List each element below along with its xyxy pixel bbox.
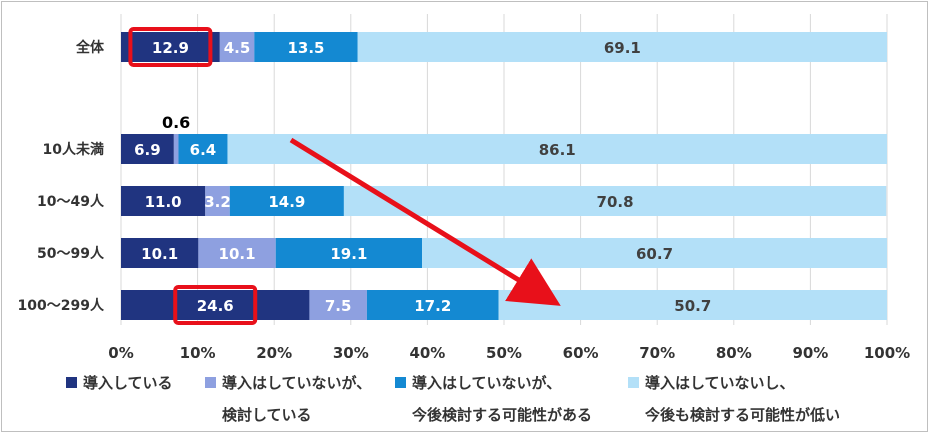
data-label: 24.6 [197, 297, 234, 315]
x-tick-label: 100% [864, 344, 910, 362]
legend-item: 導入はしていないが、 [395, 368, 561, 398]
data-label: 3.2 [204, 193, 231, 211]
bar-segment [178, 134, 228, 164]
highlight-box [173, 285, 258, 325]
category-label: 50～99人 [37, 245, 105, 262]
bar-segment [498, 290, 887, 320]
bar-segment [254, 32, 358, 62]
data-label: 6.9 [134, 141, 161, 159]
category-label: 100～299人 [18, 297, 105, 314]
x-tick-label: 90% [792, 344, 828, 362]
legend-label: 導入はしていないが、 [412, 374, 562, 392]
legend-item: 導入はしていないが、 [205, 368, 371, 398]
bar-segment [121, 186, 206, 216]
bar-segment [121, 32, 220, 62]
legend-swatch [66, 377, 77, 388]
bar-segment [205, 186, 230, 216]
bar-segment [173, 134, 179, 164]
data-label: 12.9 [152, 39, 189, 57]
trend-arrow [289, 137, 561, 306]
legend-label: 導入している [83, 374, 173, 392]
x-tick-label: 50% [486, 344, 522, 362]
bar-segment [229, 186, 344, 216]
data-label: 7.5 [325, 297, 352, 315]
x-tick-label: 60% [563, 344, 599, 362]
x-tick-label: 30% [333, 344, 369, 362]
data-label: 10.1 [219, 245, 256, 263]
legend-item: 導入している [66, 368, 173, 398]
bar-segment [275, 238, 423, 268]
bar-segment [366, 290, 499, 320]
data-label: 70.8 [597, 193, 634, 211]
legend-label: 導入はしていないが、 [222, 374, 372, 392]
data-label: 17.2 [414, 297, 451, 315]
highlight-box [128, 27, 213, 67]
x-tick-label: 20% [256, 344, 292, 362]
bar-segment [309, 290, 367, 320]
data-label: 14.9 [268, 193, 305, 211]
bar-segment [121, 290, 310, 320]
data-label: 6.4 [190, 141, 217, 159]
x-tick-label: 80% [716, 344, 752, 362]
data-label: 60.7 [636, 245, 673, 263]
data-label: 13.5 [287, 39, 324, 57]
legend-label-line2: 今後検討する可能性がある [412, 406, 593, 424]
x-tick-label: 70% [639, 344, 675, 362]
bar-segment [422, 238, 887, 268]
bar-segment [198, 238, 276, 268]
x-tick-label: 40% [409, 344, 445, 362]
bar-segment [121, 134, 174, 164]
data-label: 11.0 [145, 193, 182, 211]
data-label: 50.7 [674, 297, 711, 315]
x-tick-label: 0% [108, 344, 133, 362]
legend-swatch [205, 377, 216, 388]
bar-segment [227, 134, 887, 164]
legend-swatch [628, 377, 639, 388]
legend-label: 導入はしていないし、 [645, 374, 795, 392]
bar-segment [357, 32, 888, 62]
category-label: 10人未満 [43, 141, 104, 158]
bar-segment [343, 186, 887, 216]
legend-item: 導入はしていないし、 [628, 368, 795, 398]
legend-swatch [395, 377, 406, 388]
legend-label-line2: 今後も検討する可能性が低い [645, 406, 841, 424]
category-label: 10～49人 [37, 193, 105, 210]
data-label: 69.1 [604, 39, 641, 57]
category-label: 全体 [75, 39, 105, 56]
legend-label-line2: 検討している [222, 406, 312, 424]
data-label: 19.1 [330, 245, 367, 263]
data-label: 0.6 [162, 113, 190, 132]
bar-segment [121, 238, 199, 268]
bar-segment [219, 32, 255, 62]
data-label: 86.1 [539, 141, 576, 159]
data-label: 4.5 [224, 39, 251, 57]
data-label: 10.1 [141, 245, 178, 263]
x-tick-label: 10% [180, 344, 216, 362]
